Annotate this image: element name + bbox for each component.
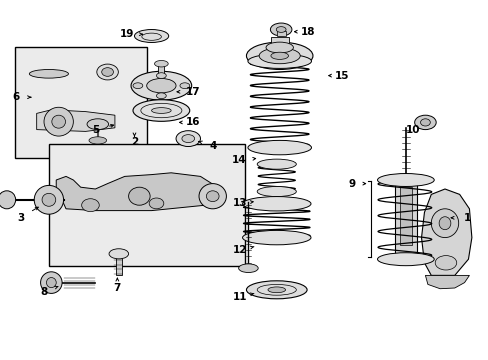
Ellipse shape bbox=[267, 287, 285, 293]
Polygon shape bbox=[421, 189, 471, 275]
Text: 15: 15 bbox=[334, 71, 349, 81]
Ellipse shape bbox=[102, 68, 113, 76]
Polygon shape bbox=[37, 110, 115, 131]
Ellipse shape bbox=[430, 209, 458, 238]
Polygon shape bbox=[56, 173, 220, 211]
Text: 4: 4 bbox=[208, 141, 216, 151]
Text: 18: 18 bbox=[300, 27, 315, 37]
Ellipse shape bbox=[131, 71, 191, 100]
Ellipse shape bbox=[156, 93, 166, 99]
Ellipse shape bbox=[270, 52, 288, 59]
Text: 11: 11 bbox=[232, 292, 246, 302]
Ellipse shape bbox=[182, 135, 194, 143]
Ellipse shape bbox=[438, 217, 450, 230]
Ellipse shape bbox=[34, 185, 63, 214]
Ellipse shape bbox=[0, 191, 16, 209]
Text: 2: 2 bbox=[131, 137, 138, 147]
Ellipse shape bbox=[89, 137, 106, 144]
Ellipse shape bbox=[270, 23, 291, 36]
Bar bbox=[116, 254, 122, 275]
Text: 13: 13 bbox=[232, 198, 246, 208]
Ellipse shape bbox=[133, 83, 142, 89]
Bar bbox=[394, 180, 416, 259]
Ellipse shape bbox=[97, 64, 118, 80]
Text: 12: 12 bbox=[232, 245, 246, 255]
Ellipse shape bbox=[81, 199, 99, 212]
Ellipse shape bbox=[238, 264, 258, 273]
Ellipse shape bbox=[242, 197, 310, 211]
Ellipse shape bbox=[44, 107, 73, 136]
Ellipse shape bbox=[156, 73, 166, 78]
Ellipse shape bbox=[128, 187, 150, 205]
Text: 9: 9 bbox=[348, 179, 355, 189]
Ellipse shape bbox=[87, 119, 108, 130]
Ellipse shape bbox=[52, 115, 65, 128]
Ellipse shape bbox=[149, 198, 163, 209]
Ellipse shape bbox=[176, 131, 200, 147]
Bar bbox=[399, 187, 411, 245]
Ellipse shape bbox=[29, 69, 68, 78]
Ellipse shape bbox=[246, 42, 312, 69]
Text: 7: 7 bbox=[113, 283, 121, 293]
Bar bbox=[158, 65, 164, 76]
Text: 16: 16 bbox=[185, 117, 200, 127]
Text: 19: 19 bbox=[120, 29, 134, 39]
Polygon shape bbox=[425, 275, 468, 289]
Ellipse shape bbox=[133, 100, 189, 121]
Ellipse shape bbox=[134, 30, 168, 42]
Bar bbox=[15, 47, 146, 158]
Ellipse shape bbox=[259, 48, 300, 64]
Ellipse shape bbox=[257, 186, 296, 197]
Ellipse shape bbox=[377, 253, 433, 266]
Ellipse shape bbox=[242, 230, 310, 245]
Ellipse shape bbox=[247, 54, 311, 68]
Ellipse shape bbox=[377, 174, 433, 186]
Ellipse shape bbox=[42, 193, 56, 206]
Text: 5: 5 bbox=[92, 125, 99, 135]
Ellipse shape bbox=[246, 281, 306, 299]
Ellipse shape bbox=[414, 115, 435, 130]
Ellipse shape bbox=[206, 191, 219, 202]
Ellipse shape bbox=[41, 272, 62, 293]
Text: 6: 6 bbox=[12, 92, 19, 102]
Ellipse shape bbox=[247, 140, 311, 155]
Bar bbox=[276, 31, 285, 36]
Ellipse shape bbox=[154, 60, 168, 67]
Text: 3: 3 bbox=[17, 213, 24, 223]
Text: 14: 14 bbox=[232, 155, 246, 165]
Ellipse shape bbox=[199, 184, 226, 209]
Ellipse shape bbox=[265, 42, 293, 53]
Text: 8: 8 bbox=[41, 287, 47, 297]
Ellipse shape bbox=[109, 249, 128, 259]
Bar bbox=[49, 144, 244, 266]
Text: 1: 1 bbox=[463, 213, 469, 223]
Text: 17: 17 bbox=[185, 87, 200, 97]
Ellipse shape bbox=[180, 83, 189, 89]
Ellipse shape bbox=[46, 278, 56, 288]
Ellipse shape bbox=[151, 108, 171, 113]
Ellipse shape bbox=[420, 119, 429, 126]
Text: 10: 10 bbox=[405, 125, 420, 135]
Bar bbox=[270, 37, 288, 48]
Ellipse shape bbox=[146, 78, 176, 93]
Ellipse shape bbox=[257, 159, 296, 169]
Ellipse shape bbox=[434, 256, 456, 270]
Ellipse shape bbox=[276, 27, 285, 32]
